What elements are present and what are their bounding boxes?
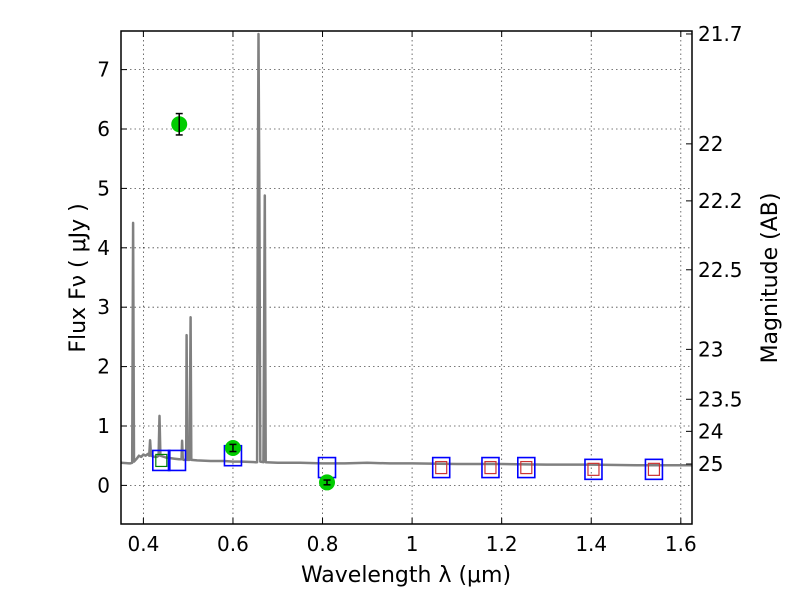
x-tick-label: 1 — [406, 532, 419, 556]
y-tick-label: 0 — [97, 473, 110, 497]
inner-square — [155, 453, 168, 468]
model-band-square — [481, 456, 500, 479]
axes: 0.4 0.6 0.8 1 1.2 1.4 1.60123456721.72222.222.… — [97, 22, 742, 556]
model-band-square — [167, 449, 187, 472]
x-tick-label: 0.4 — [127, 532, 159, 556]
model-band-square — [152, 449, 171, 472]
y2-tick-label: 23.5 — [698, 387, 743, 411]
model-band-square — [644, 458, 664, 481]
x-axis-title: Wavelength λ (μm) — [301, 563, 511, 588]
y2-tick-label: 24 — [698, 419, 723, 443]
inner-square — [587, 462, 600, 476]
x-tick-label: 0.6 — [217, 532, 249, 556]
y-tick-label: 2 — [97, 355, 110, 379]
grid-lines — [121, 31, 692, 524]
y-tick-label: 5 — [97, 176, 110, 200]
x-tick-label: 1.4 — [575, 532, 607, 556]
y-tick-label: 3 — [97, 295, 110, 319]
y-axis-title: Flux Fν ( μJy ) — [66, 203, 91, 352]
plot-area — [121, 32, 692, 491]
y-tick-label: 7 — [97, 58, 110, 82]
y2-tick-label: 21.7 — [698, 22, 743, 46]
inner-square — [435, 460, 448, 475]
x-tick-label: 0.8 — [307, 532, 339, 556]
model-band-square — [584, 458, 603, 481]
inner-square — [647, 462, 661, 476]
plot-frame — [120, 30, 693, 525]
y2-tick-label: 25 — [698, 452, 723, 476]
x-tick-label: 1.6 — [665, 532, 697, 556]
y2-tick-label: 22 — [698, 132, 723, 156]
model-band-square — [516, 456, 536, 479]
y-tick-label: 1 — [97, 414, 110, 438]
y2-tick-label: 22.5 — [698, 258, 743, 282]
y-tick-label: 6 — [97, 117, 110, 141]
inner-square — [484, 460, 497, 475]
x-tick-label: 1.2 — [486, 532, 518, 556]
inner-square — [520, 460, 533, 475]
y2-tick-label: 23 — [698, 337, 723, 361]
y-tick-label: 4 — [97, 236, 110, 260]
spectrum-line — [121, 32, 692, 467]
model-band-square — [431, 456, 451, 479]
y2-axis-title: Magnitude (AB) — [758, 193, 783, 364]
y2-tick-label: 22.2 — [698, 189, 743, 213]
